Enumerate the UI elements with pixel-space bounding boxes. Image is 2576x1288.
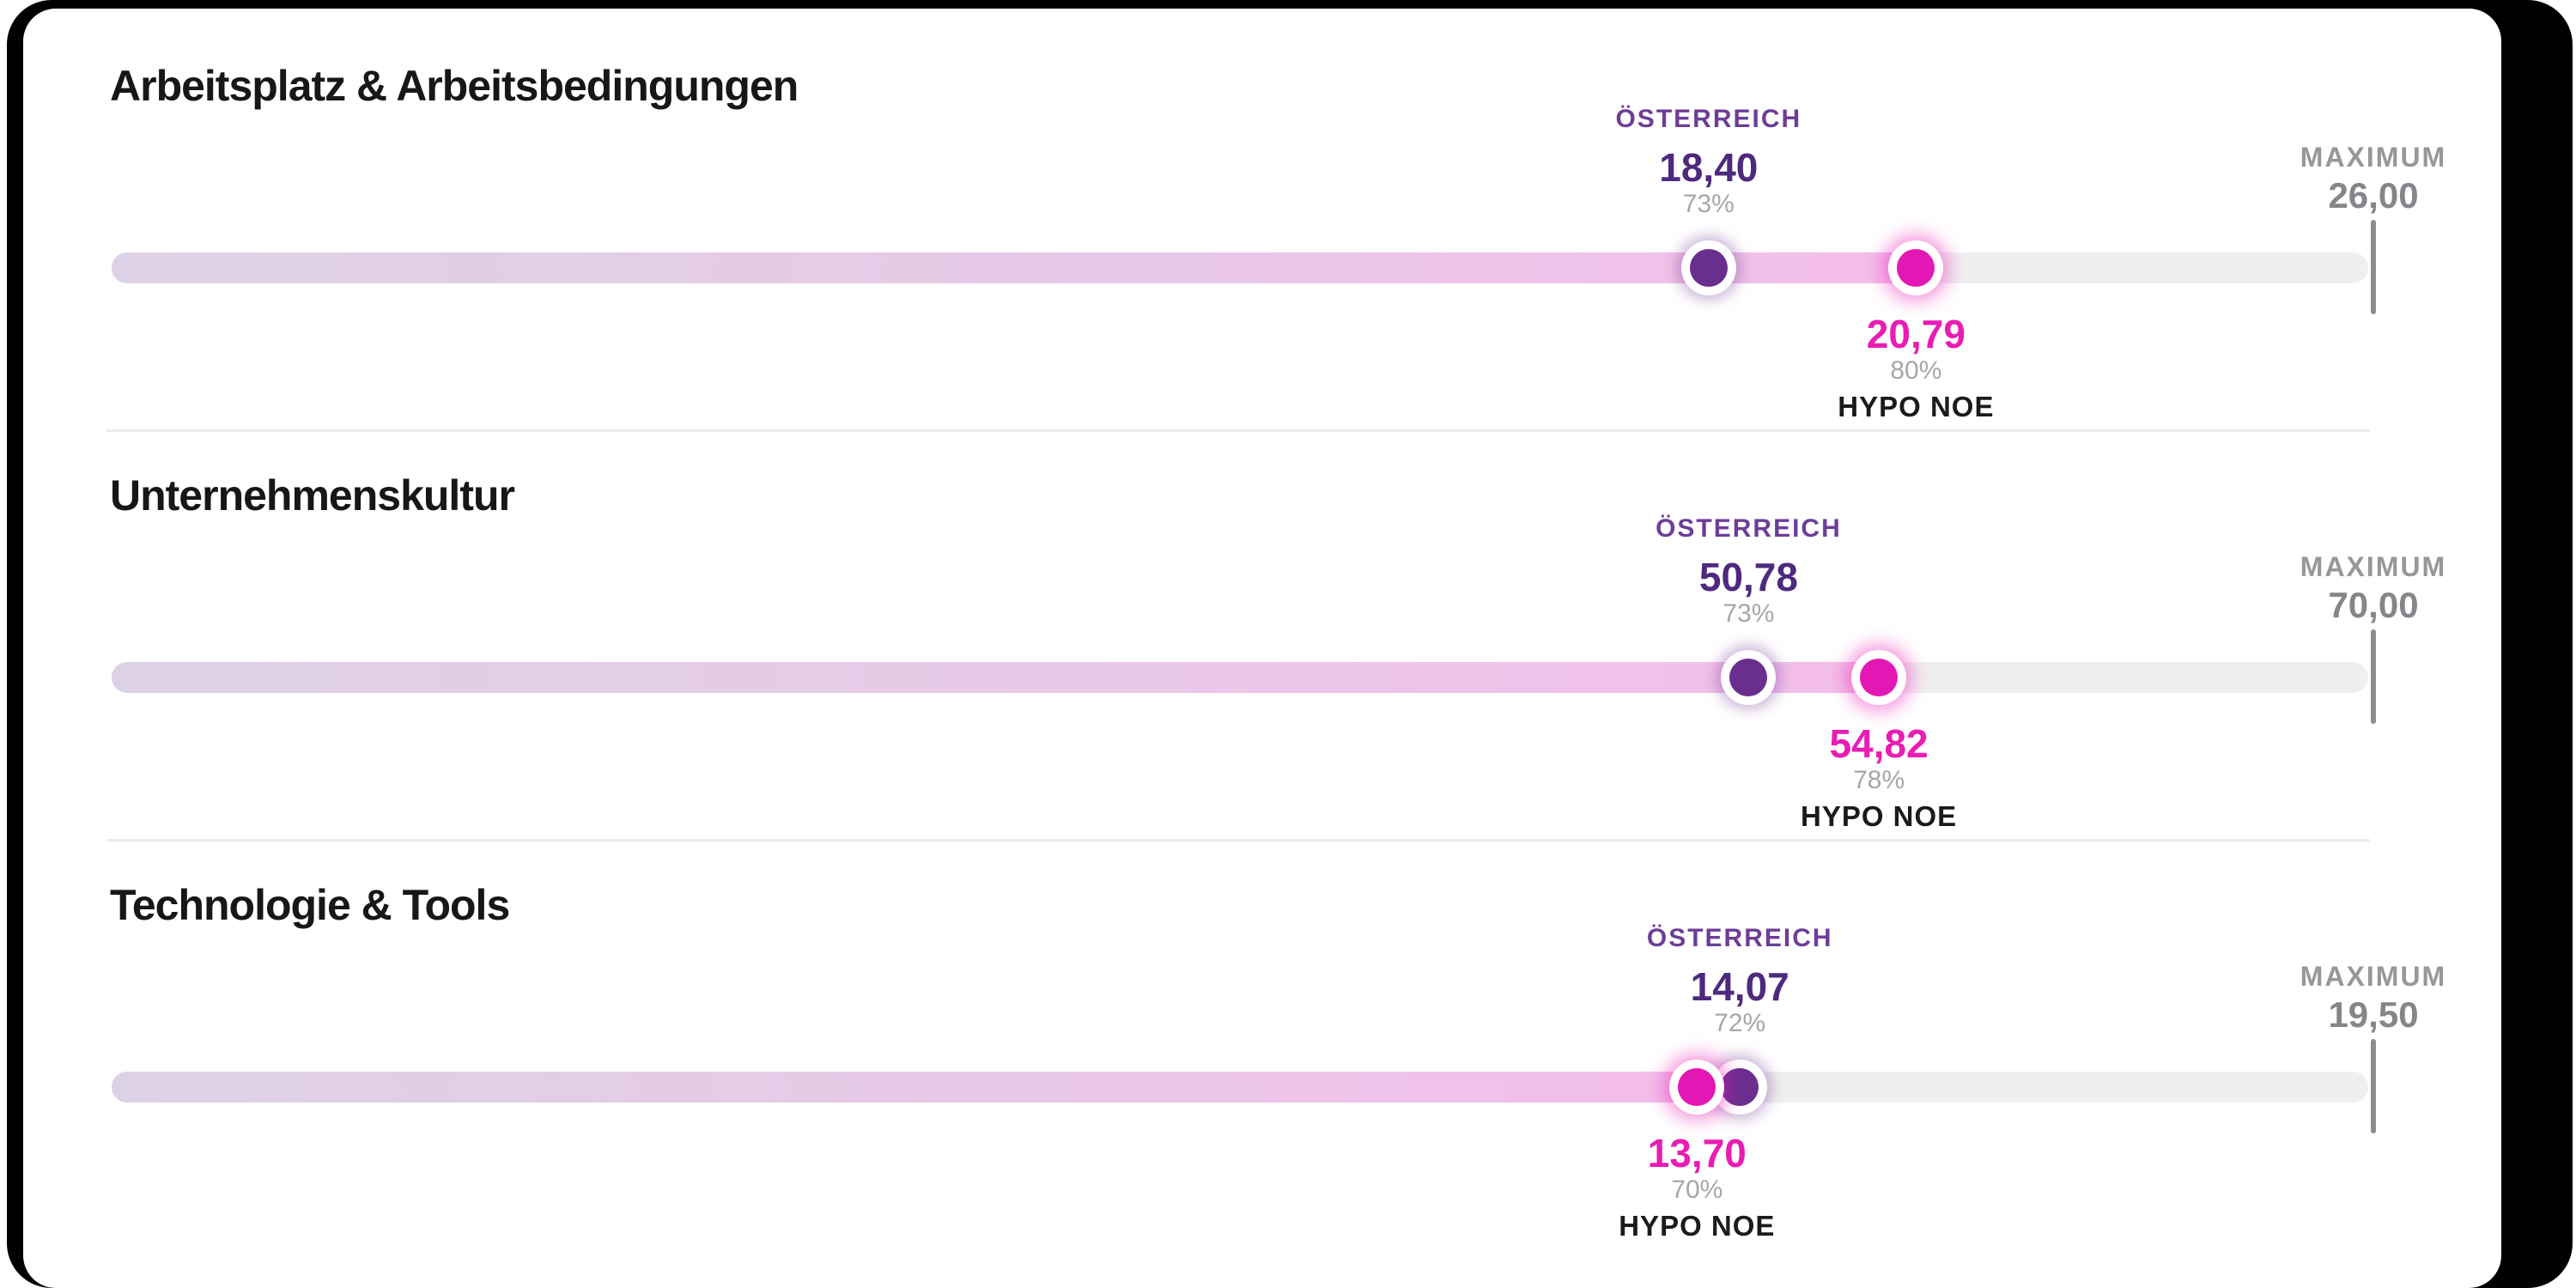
section-technologie: Technologie & Tools ÖSTERREICH 14,07 72%… bbox=[0, 819, 2576, 1242]
benchmark-series-label: ÖSTERREICH bbox=[1646, 924, 1833, 952]
track-fill bbox=[112, 252, 1917, 283]
oesterreich-marker-dot bbox=[1721, 650, 1777, 705]
company-percent: 70% bbox=[1671, 1176, 1723, 1204]
slider-track bbox=[112, 662, 2368, 693]
benchmark-percent: 73% bbox=[1682, 190, 1735, 218]
section-arbeitsplatz: Arbeitsplatz & Arbeitsbedingungen ÖSTERR… bbox=[0, 0, 2576, 432]
section-unternehmenskultur: Unternehmenskultur ÖSTERREICH 50,78 73% … bbox=[0, 410, 2576, 841]
maximum-series-label: MAXIMUM bbox=[2300, 142, 2447, 173]
benchmark-label-block: ÖSTERREICH 14,07 72% bbox=[1647, 924, 1833, 1037]
maximum-series-label: MAXIMUM bbox=[2300, 551, 2447, 582]
track-fill bbox=[112, 1072, 1698, 1103]
oesterreich-marker-dot bbox=[1680, 240, 1736, 295]
section-separator bbox=[106, 839, 2370, 841]
maximum-value: 26,00 bbox=[2328, 175, 2419, 216]
company-value: 13,70 bbox=[1647, 1131, 1747, 1176]
company-label-block: 54,82 78% HYPO NOE bbox=[1801, 722, 1957, 832]
benchmark-value: 50,78 bbox=[1698, 555, 1798, 599]
maximum-tick bbox=[2371, 629, 2376, 724]
company-label-block: 20,79 80% HYPO NOE bbox=[1838, 313, 1994, 422]
company-percent: 78% bbox=[1853, 766, 1905, 794]
benchmark-series-label: ÖSTERREICH bbox=[1656, 514, 1842, 543]
hypo-noe-marker-dot bbox=[1888, 240, 1944, 295]
benchmark-value: 14,07 bbox=[1690, 964, 1789, 1009]
section-separator bbox=[106, 429, 2370, 432]
maximum-series-label: MAXIMUM bbox=[2300, 961, 2447, 992]
purple-dot-icon bbox=[1721, 1068, 1759, 1106]
benchmark-label-block: ÖSTERREICH 18,40 73% bbox=[1615, 105, 1801, 218]
maximum-value: 70,00 bbox=[2328, 585, 2419, 625]
company-value: 54,82 bbox=[1829, 721, 1929, 766]
maximum-tick bbox=[2371, 220, 2376, 314]
company-value: 20,79 bbox=[1866, 312, 1965, 356]
section-title: Arbeitsplatz & Arbeitsbedingungen bbox=[110, 62, 799, 110]
section-title: Unternehmenskultur bbox=[110, 471, 515, 519]
company-percent: 80% bbox=[1890, 356, 1942, 385]
maximum-label-block: MAXIMUM 19,50 bbox=[2300, 962, 2446, 1036]
slider-track bbox=[112, 252, 2368, 283]
company-name: HYPO NOE bbox=[1838, 391, 1995, 422]
purple-dot-icon bbox=[1689, 249, 1728, 287]
slider-track bbox=[112, 1072, 2368, 1103]
company-label-block: 13,70 70% HYPO NOE bbox=[1619, 1132, 1775, 1242]
pink-dot-icon bbox=[1897, 249, 1935, 287]
hypo-noe-marker-dot bbox=[1851, 650, 1907, 705]
benchmark-value: 18,40 bbox=[1659, 145, 1759, 190]
benchmark-series-label: ÖSTERREICH bbox=[1615, 105, 1802, 133]
track-fill bbox=[112, 662, 1880, 693]
maximum-tick bbox=[2371, 1039, 2376, 1133]
benchmark-percent: 73% bbox=[1722, 599, 1775, 628]
maximum-label-block: MAXIMUM 70,00 bbox=[2300, 552, 2446, 626]
benchmark-label-block: ÖSTERREICH 50,78 73% bbox=[1656, 514, 1842, 628]
maximum-value: 19,50 bbox=[2328, 994, 2419, 1035]
benchmark-percent: 72% bbox=[1714, 1009, 1766, 1037]
company-name: HYPO NOE bbox=[1800, 800, 1958, 832]
purple-dot-icon bbox=[1729, 659, 1768, 696]
pink-dot-icon bbox=[1860, 659, 1899, 696]
section-title: Technologie & Tools bbox=[110, 881, 510, 929]
company-name: HYPO NOE bbox=[1619, 1210, 1776, 1242]
pink-dot-icon bbox=[1678, 1068, 1716, 1106]
maximum-label-block: MAXIMUM 26,00 bbox=[2300, 143, 2446, 216]
hypo-noe-marker-dot bbox=[1669, 1060, 1725, 1115]
